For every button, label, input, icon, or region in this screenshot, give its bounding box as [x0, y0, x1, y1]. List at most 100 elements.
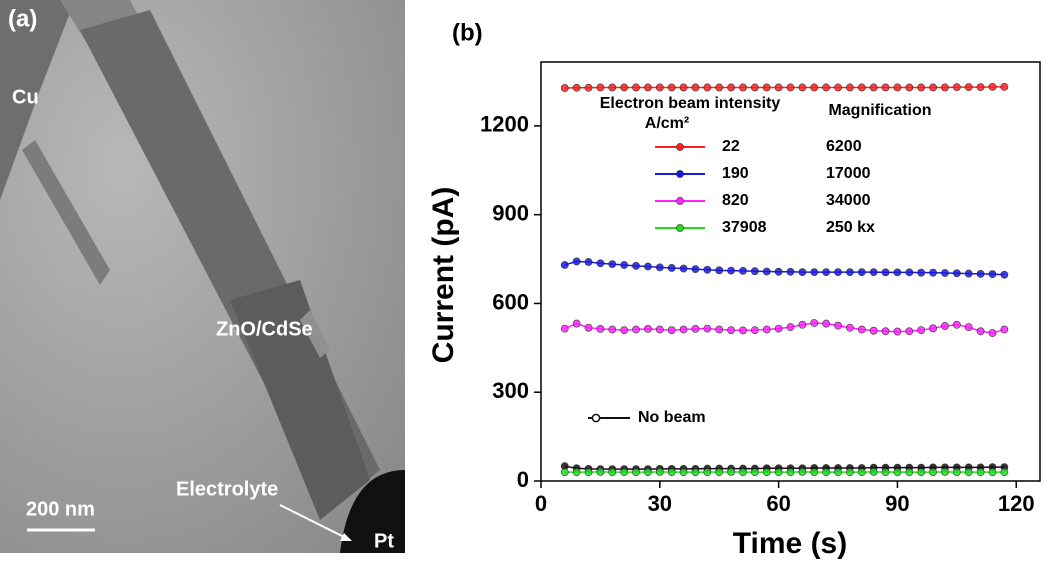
data-point [870, 468, 877, 475]
data-point [811, 84, 818, 91]
data-point [727, 84, 734, 91]
legend-marker [676, 197, 683, 204]
y-tick-label: 900 [492, 200, 529, 225]
legend-marker [676, 170, 683, 177]
data-point [668, 84, 675, 91]
data-point [834, 322, 841, 329]
series-line [565, 466, 1005, 469]
data-point [621, 326, 628, 333]
data-point [668, 326, 675, 333]
data-point [692, 266, 699, 273]
data-point [906, 269, 913, 276]
data-point [585, 84, 592, 91]
legend-magnification: 6200 [826, 138, 862, 155]
label-sample: ZnO/CdSe [216, 318, 313, 340]
data-point [1001, 271, 1008, 278]
data-point [965, 84, 972, 91]
y-tick-label: 300 [492, 378, 529, 403]
data-point [906, 84, 913, 91]
legend-magnification: 250 kx [826, 219, 875, 236]
data-point [763, 326, 770, 333]
data-point [632, 326, 639, 333]
data-point [906, 469, 913, 476]
legend-marker [676, 224, 683, 231]
data-point [799, 468, 806, 475]
legend-unit: A/cm² [645, 115, 689, 132]
data-point [609, 261, 616, 268]
data-point [787, 268, 794, 275]
data-point [668, 264, 675, 271]
data-point [941, 269, 948, 276]
y-tick-label: 1200 [480, 112, 529, 137]
data-point [680, 469, 687, 476]
data-point [858, 469, 865, 476]
data-point [573, 258, 580, 265]
data-point [929, 84, 936, 91]
data-point [870, 84, 877, 91]
data-point [1001, 469, 1008, 476]
data-point [632, 84, 639, 91]
data-point [727, 326, 734, 333]
data-point [573, 320, 580, 327]
data-point [763, 268, 770, 275]
data-point [585, 469, 592, 476]
data-point [870, 268, 877, 275]
data-point [561, 325, 568, 332]
data-point [751, 268, 758, 275]
data-point [834, 469, 841, 476]
x-tick-label: 30 [648, 491, 672, 516]
x-tick-label: 120 [998, 491, 1035, 516]
data-point [656, 84, 663, 91]
tem-image: (a) Cu ZnO/CdSe Electrolyte Pt 200 nm [0, 0, 405, 553]
data-point [597, 325, 604, 332]
data-point [823, 84, 830, 91]
data-point [621, 261, 628, 268]
data-point [763, 84, 770, 91]
data-point [977, 469, 984, 476]
data-point [632, 262, 639, 269]
data-point [597, 84, 604, 91]
data-point [834, 268, 841, 275]
data-point [894, 469, 901, 476]
data-point [989, 83, 996, 90]
data-point [787, 84, 794, 91]
data-point [656, 264, 663, 271]
data-point [751, 84, 758, 91]
legend-magnification: 34000 [826, 192, 871, 209]
data-point [609, 84, 616, 91]
data-point [929, 269, 936, 276]
data-point [573, 469, 580, 476]
data-point [1001, 83, 1008, 90]
data-point [680, 265, 687, 272]
data-point [834, 84, 841, 91]
data-point [704, 84, 711, 91]
data-point [727, 267, 734, 274]
data-point [704, 325, 711, 332]
x-tick-label: 60 [766, 491, 790, 516]
data-point [941, 468, 948, 475]
data-point [597, 260, 604, 267]
data-point [573, 84, 580, 91]
x-axis-label: Time (s) [733, 527, 847, 560]
data-point [894, 84, 901, 91]
data-point [799, 321, 806, 328]
data-point [644, 469, 651, 476]
label-cu: Cu [12, 86, 39, 108]
data-point [858, 326, 865, 333]
data-point [751, 469, 758, 476]
data-point [739, 327, 746, 334]
data-point [977, 84, 984, 91]
data-point [870, 327, 877, 334]
data-point [882, 269, 889, 276]
data-point [656, 326, 663, 333]
series-line [565, 323, 1005, 333]
data-point [918, 84, 925, 91]
data-point [585, 258, 592, 265]
data-point [775, 325, 782, 332]
data-point [953, 270, 960, 277]
data-point [811, 469, 818, 476]
y-axis-label: Current (pA) [427, 187, 460, 364]
legend-label: 22 [722, 138, 740, 155]
data-point [704, 266, 711, 273]
